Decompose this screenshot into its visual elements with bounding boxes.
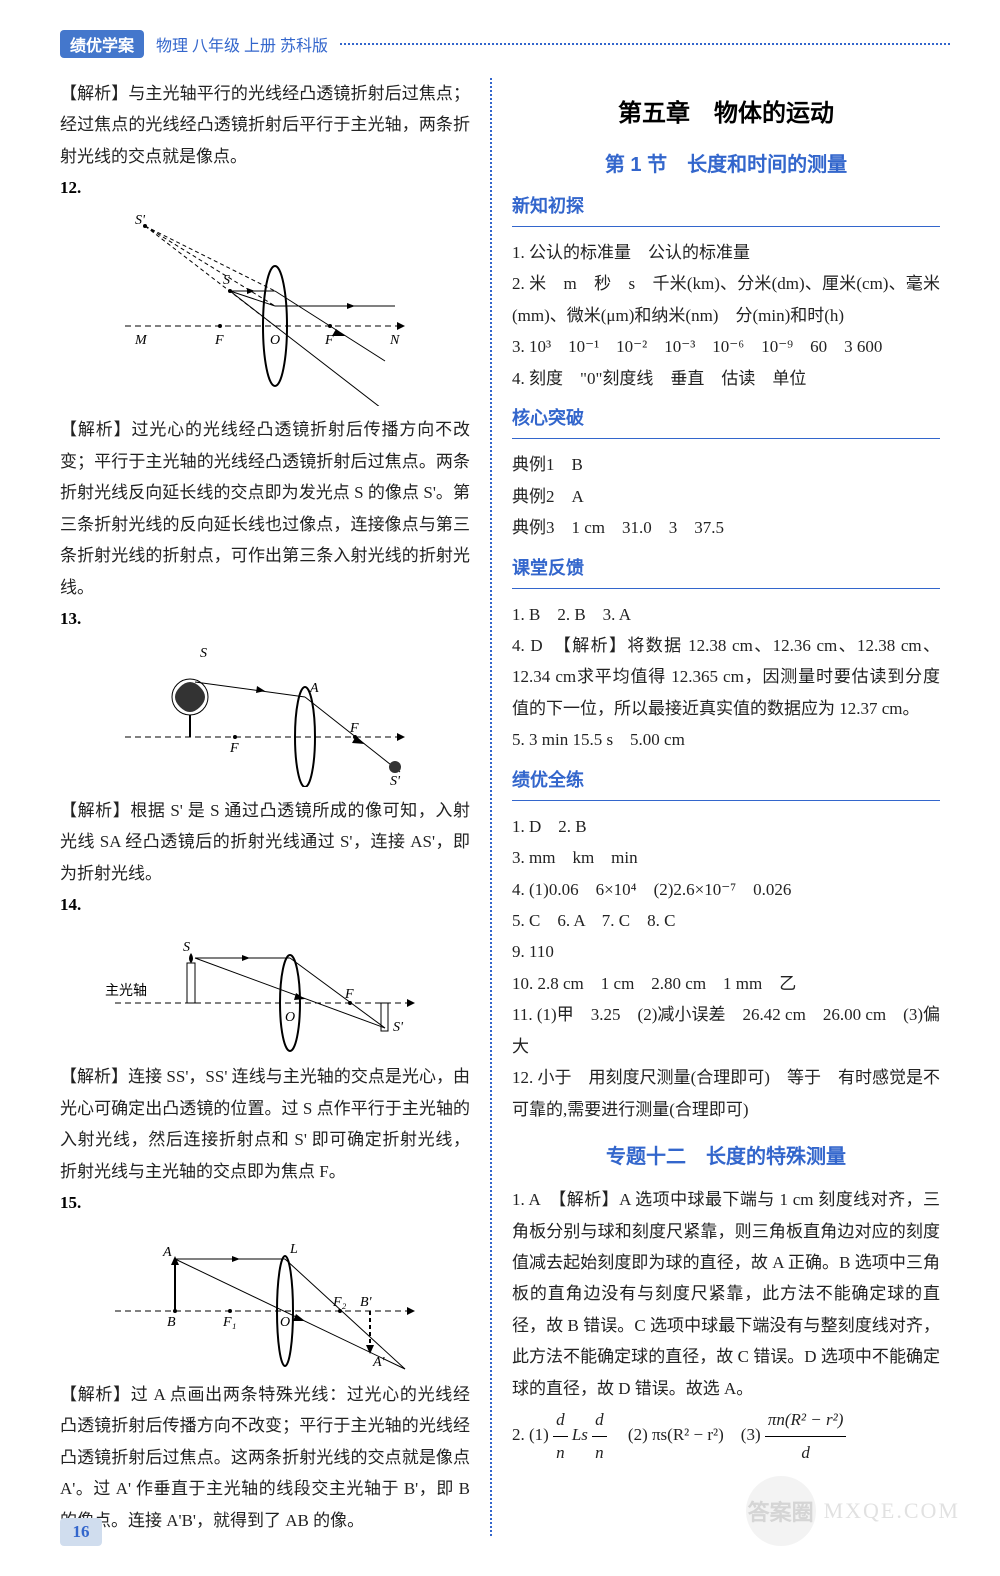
divider bbox=[512, 438, 940, 439]
hx-3: 典例3 1 cm 31.0 3 37.5 bbox=[512, 512, 940, 543]
section-2-title: 专题十二 长度的特殊测量 bbox=[512, 1140, 940, 1169]
svg-text:B: B bbox=[167, 1315, 176, 1330]
jy-12: 12. 小于 用刻度尺测量(合理即可) 等于 有时感觉是不可靠的,需要进行测量(… bbox=[512, 1062, 940, 1125]
jy-4: 4. (1)0.06 6×10⁴ (2)2.6×10⁻⁷ 0.026 bbox=[512, 874, 940, 905]
svg-text:B': B' bbox=[360, 1295, 373, 1310]
watermark-circle: 答案圈 bbox=[746, 1476, 816, 1546]
diagram-15: L O A B F₁ F₂ bbox=[60, 1221, 470, 1371]
jy-9: 9. 110 bbox=[512, 936, 940, 967]
xz-3: 3. 10³ 10⁻¹ 10⁻² 10⁻³ 10⁻⁶ 10⁻⁹ 60 3 600 bbox=[512, 331, 940, 362]
explain-11: 【解析】与主光轴平行的光线经凸透镜折射后过焦点；经过焦点的光线经凸透镜折射后平行… bbox=[60, 78, 470, 172]
jy-5: 5. C 6. A 7. C 8. C bbox=[512, 905, 940, 936]
item-15-num: 15. bbox=[60, 1193, 470, 1213]
watermark: 答案圈 MXQE.COM bbox=[746, 1476, 960, 1546]
svg-text:F: F bbox=[349, 721, 359, 736]
right-column: 第五章 物体的运动 第 1 节 长度和时间的测量 新知初探 1. 公认的标准量 … bbox=[490, 78, 940, 1536]
chapter-title: 第五章 物体的运动 bbox=[512, 93, 940, 128]
jy-1: 1. D 2. B bbox=[512, 811, 940, 842]
svg-text:S: S bbox=[223, 273, 230, 288]
jy-10: 10. 2.8 cm 1 cm 2.80 cm 1 mm 乙 bbox=[512, 968, 940, 999]
left-column: 【解析】与主光轴平行的光线经凸透镜折射后过焦点；经过焦点的光线经凸透镜折射后平行… bbox=[60, 78, 490, 1536]
xz-1: 1. 公认的标准量 公认的标准量 bbox=[512, 237, 940, 268]
explain-13: 【解析】根据 S' 是 S 通过凸透镜所成的像可知，入射光线 SA 经凸透镜后的… bbox=[60, 795, 470, 889]
header-subject: 物理 八年级 上册 苏科版 bbox=[156, 32, 328, 56]
divider bbox=[512, 588, 940, 589]
diagram-13: S F F A S' bbox=[60, 637, 470, 787]
svg-text:F₂: F₂ bbox=[332, 1295, 347, 1310]
item-13-num: 13. bbox=[60, 609, 470, 629]
page-header: 绩优学案 物理 八年级 上册 苏科版 bbox=[60, 30, 950, 58]
svg-text:L: L bbox=[289, 1242, 298, 1257]
kt-1: 1. B 2. B 3. A bbox=[512, 599, 940, 630]
svg-text:S: S bbox=[183, 940, 190, 955]
jy-11: 11. (1)甲 3.25 (2)减小误差 26.42 cm 26.00 cm … bbox=[512, 999, 940, 1062]
svg-text:M: M bbox=[134, 333, 148, 348]
explain-15: 【解析】过 A 点画出两条特殊光线：过光心的光线经凸透镜折射后传播方向不改变；平… bbox=[60, 1379, 470, 1536]
kt-5: 5. 3 min 15.5 s 5.00 cm bbox=[512, 724, 940, 755]
divider bbox=[512, 800, 940, 801]
svg-text:O: O bbox=[270, 333, 280, 348]
svg-text:S': S' bbox=[390, 774, 401, 787]
section-1-title: 第 1 节 长度和时间的测量 bbox=[512, 148, 940, 177]
heading-ketang: 课堂反馈 bbox=[512, 554, 940, 580]
hx-2: 典例2 A bbox=[512, 481, 940, 512]
svg-text:O: O bbox=[280, 1315, 290, 1330]
svg-text:F: F bbox=[214, 333, 224, 348]
zt-2: 2. (1) dn Ls dn (2) πs(R² − r²) (3) πn(R… bbox=[512, 1404, 940, 1468]
explain-12: 【解析】过光心的光线经凸透镜折射后传播方向不改变；平行于主光轴的光线经凸透镜折射… bbox=[60, 414, 470, 603]
svg-text:F₁: F₁ bbox=[222, 1315, 236, 1330]
heading-jiyou: 绩优全练 bbox=[512, 766, 940, 792]
hx-1: 典例1 B bbox=[512, 449, 940, 480]
header-badge: 绩优学案 bbox=[60, 30, 144, 58]
svg-text:A: A bbox=[162, 1245, 172, 1260]
diagram-12: F F O M N S' S bbox=[60, 206, 470, 406]
explain-14: 【解析】连接 SS'，SS' 连线与主光轴的交点是光心，由光心可确定出凸透镜的位… bbox=[60, 1061, 470, 1187]
svg-text:A: A bbox=[309, 681, 319, 696]
watermark-text: MXQE.COM bbox=[824, 1498, 960, 1524]
heading-xinzhi: 新知初探 bbox=[512, 192, 940, 218]
page-number: 16 bbox=[60, 1518, 102, 1546]
svg-text:F: F bbox=[344, 987, 354, 1002]
svg-text:S: S bbox=[200, 646, 207, 661]
zt-1: 1. A 【解析】A 选项中球最下端与 1 cm 刻度线对齐，三角板分别与球和刻… bbox=[512, 1184, 940, 1404]
xz-2: 2. 米 m 秒 s 千米(km)、分米(dm)、厘米(cm)、毫米(mm)、微… bbox=[512, 268, 940, 331]
svg-text:A': A' bbox=[372, 1355, 386, 1370]
jy-3: 3. mm km min bbox=[512, 842, 940, 873]
divider bbox=[512, 226, 940, 227]
item-14-num: 14. bbox=[60, 895, 470, 915]
header-dots bbox=[340, 43, 950, 45]
item-12-num: 12. bbox=[60, 178, 470, 198]
xz-4: 4. 刻度 "0"刻度线 垂直 估读 单位 bbox=[512, 363, 940, 394]
heading-hexin: 核心突破 bbox=[512, 404, 940, 430]
svg-text:F: F bbox=[229, 741, 239, 756]
svg-text:O: O bbox=[285, 1010, 295, 1025]
svg-text:S': S' bbox=[135, 213, 146, 228]
diagram-14: 主光轴 O S F S' bbox=[60, 923, 470, 1053]
svg-text:S': S' bbox=[393, 1020, 404, 1035]
kt-4: 4. D 【解析】将数据 12.38 cm、12.36 cm、12.38 cm、… bbox=[512, 630, 940, 724]
svg-text:主光轴: 主光轴 bbox=[105, 983, 147, 999]
svg-text:N: N bbox=[389, 333, 400, 348]
